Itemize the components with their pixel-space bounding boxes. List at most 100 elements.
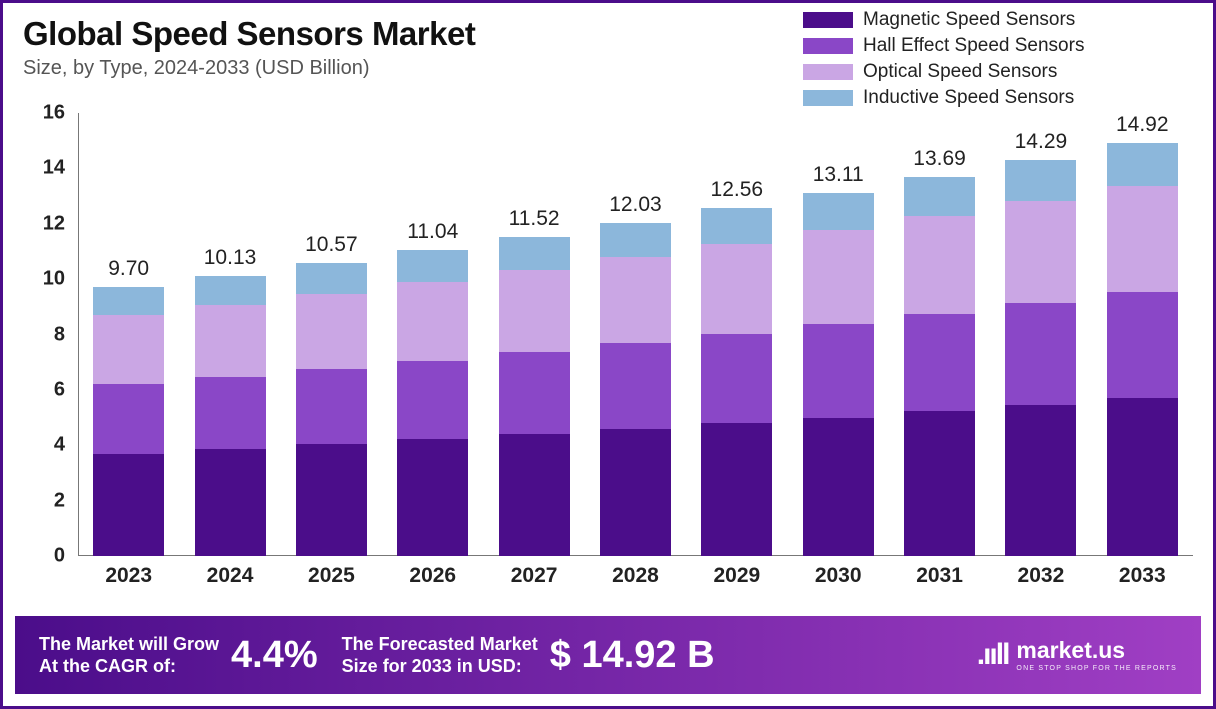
footer-text-line: At the CAGR of: <box>39 656 176 676</box>
y-tick-label: 12 <box>43 212 65 235</box>
x-tick-label: 2028 <box>585 556 686 596</box>
footer-text-line: The Market will Grow <box>39 634 219 654</box>
footer-forecast-value: $ 14.92 B <box>550 634 715 677</box>
bar-column: 10.13 <box>179 113 280 556</box>
legend-swatch <box>803 12 853 28</box>
bar-segment <box>600 343 671 429</box>
footer-banner: The Market will Grow At the CAGR of: 4.4… <box>15 616 1201 694</box>
bar-segment <box>1005 160 1076 201</box>
bar-column: 10.57 <box>281 113 382 556</box>
bar-stack <box>1005 113 1076 556</box>
bar-segment <box>803 230 874 324</box>
bar-segment <box>803 324 874 418</box>
logo-sub: ONE STOP SHOP FOR THE REPORTS <box>1016 665 1177 672</box>
bar-segment <box>904 177 975 216</box>
legend-label: Hall Effect Speed Sensors <box>863 35 1084 57</box>
x-tick-label: 2031 <box>889 556 990 596</box>
chart-card: Global Speed Sensors Market Size, by Typ… <box>0 0 1216 709</box>
bar-segment <box>1107 292 1178 398</box>
bar-segment <box>600 429 671 556</box>
x-tick-label: 2032 <box>990 556 1091 596</box>
bar-segment <box>296 369 367 444</box>
x-axis-labels: 2023202420252026202720282029203020312032… <box>78 556 1193 596</box>
bar-segment <box>499 237 570 270</box>
x-tick-label: 2033 <box>1092 556 1193 596</box>
bar-total-label: 12.56 <box>711 178 764 202</box>
legend-swatch <box>803 64 853 80</box>
bar-stack <box>195 113 266 556</box>
x-tick-label: 2026 <box>382 556 483 596</box>
plot: 9.7010.1310.5711.0411.5212.0312.5613.111… <box>78 113 1193 556</box>
x-tick-label: 2024 <box>179 556 280 596</box>
bar-total-label: 14.92 <box>1116 113 1169 137</box>
bar-segment <box>1005 405 1076 556</box>
bar-column: 12.03 <box>585 113 686 556</box>
y-tick-label: 16 <box>43 102 65 125</box>
y-tick-label: 10 <box>43 268 65 291</box>
bar-total-label: 13.69 <box>913 147 966 171</box>
bar-stack <box>600 113 671 556</box>
bar-segment <box>904 216 975 314</box>
bar-total-label: 10.13 <box>204 246 257 270</box>
y-tick-label: 8 <box>54 323 65 346</box>
chart-title: Global Speed Sensors Market <box>23 15 793 53</box>
bar-total-label: 12.03 <box>609 193 662 217</box>
logo-icon: .ııll <box>977 638 1009 672</box>
y-tick-label: 14 <box>43 157 65 180</box>
bar-segment <box>195 449 266 556</box>
legend-item: Magnetic Speed Sensors <box>803 9 1193 31</box>
footer-forecast-label: The Forecasted Market Size for 2033 in U… <box>342 633 538 678</box>
y-axis-ticks: 0246810121416 <box>23 113 73 556</box>
y-tick-label: 4 <box>54 434 65 457</box>
brand-logo: .ııll market.us ONE STOP SHOP FOR THE RE… <box>977 638 1177 672</box>
legend-label: Inductive Speed Sensors <box>863 87 1074 109</box>
footer-text-line: Size for 2033 in USD: <box>342 656 522 676</box>
x-tick-label: 2027 <box>483 556 584 596</box>
bar-segment <box>397 282 468 361</box>
bar-stack <box>499 113 570 556</box>
bar-segment <box>701 423 772 556</box>
bar-stack <box>1107 113 1178 556</box>
legend-item: Inductive Speed Sensors <box>803 87 1193 109</box>
bar-column: 11.04 <box>382 113 483 556</box>
bar-column: 12.56 <box>686 113 787 556</box>
bar-segment <box>195 377 266 449</box>
x-tick-label: 2030 <box>788 556 889 596</box>
footer-cagr-label: The Market will Grow At the CAGR of: <box>39 633 219 678</box>
legend-label: Optical Speed Sensors <box>863 61 1057 83</box>
bar-segment <box>397 439 468 556</box>
bar-segment <box>701 208 772 244</box>
bar-segment <box>93 315 164 384</box>
bar-total-label: 11.04 <box>407 220 458 244</box>
footer-cagr-value: 4.4% <box>231 634 318 677</box>
legend-swatch <box>803 38 853 54</box>
bar-column: 14.92 <box>1092 113 1193 556</box>
bar-stack <box>296 113 367 556</box>
bar-segment <box>1005 201 1076 303</box>
bar-stack <box>397 113 468 556</box>
y-tick-label: 2 <box>54 489 65 512</box>
bar-column: 9.70 <box>78 113 179 556</box>
x-tick-label: 2023 <box>78 556 179 596</box>
bar-segment <box>296 444 367 556</box>
bar-segment <box>1107 398 1178 556</box>
bar-segment <box>701 334 772 424</box>
bar-segment <box>195 276 266 305</box>
bar-segment <box>397 250 468 282</box>
bar-segment <box>904 314 975 412</box>
legend-item: Hall Effect Speed Sensors <box>803 35 1193 57</box>
chart-area: 0246810121416 9.7010.1310.5711.0411.5212… <box>23 113 1193 596</box>
bar-segment <box>397 361 468 440</box>
bar-segment <box>499 352 570 434</box>
bar-total-label: 14.29 <box>1015 130 1068 154</box>
bar-segment <box>701 244 772 334</box>
bar-segment <box>93 384 164 453</box>
bar-total-label: 10.57 <box>305 233 358 257</box>
legend-label: Magnetic Speed Sensors <box>863 9 1075 31</box>
bar-stack <box>93 113 164 556</box>
logo-main: market.us <box>1016 639 1177 662</box>
legend-swatch <box>803 90 853 106</box>
bar-total-label: 11.52 <box>509 207 560 231</box>
x-tick-label: 2029 <box>686 556 787 596</box>
bar-segment <box>600 257 671 343</box>
